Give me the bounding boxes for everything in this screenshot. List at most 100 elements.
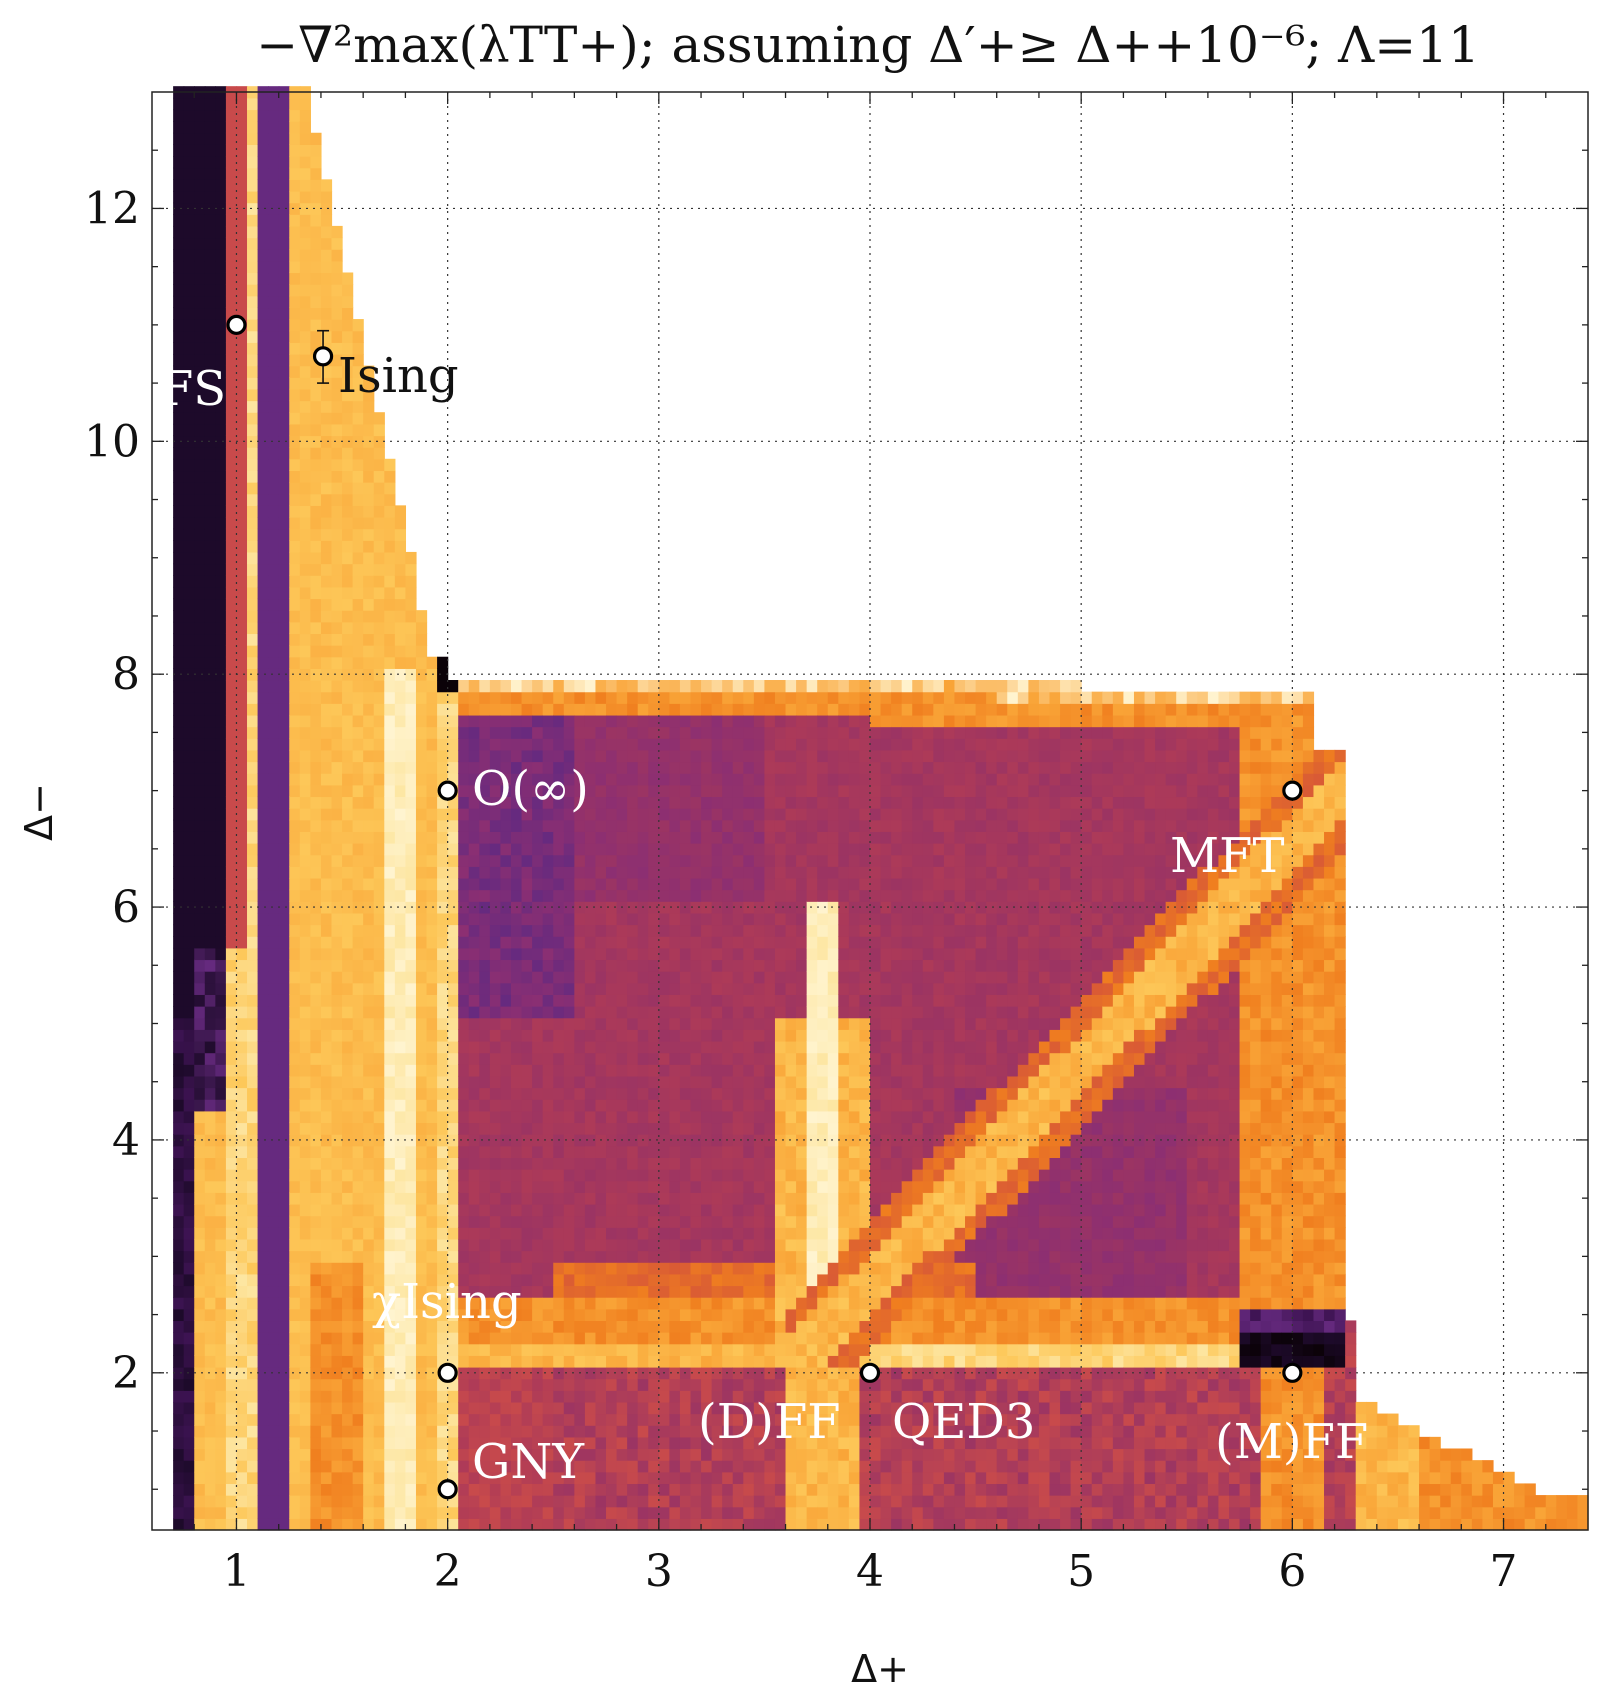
heat-cell (532, 1180, 544, 1193)
heat-cell (711, 1134, 723, 1147)
heat-cell (373, 936, 385, 949)
heat-cell (183, 190, 195, 204)
heat-cell (500, 1250, 512, 1263)
heat-cell (363, 1390, 375, 1403)
heat-cell (320, 1390, 333, 1403)
heat-cell (310, 1355, 322, 1368)
heat-cell (722, 877, 734, 891)
heat-cell (711, 1075, 723, 1089)
heat-cell (426, 877, 438, 891)
heat-cell (479, 796, 491, 809)
heat-cell (532, 749, 544, 763)
heat-cell (542, 1297, 554, 1310)
heat-cell (225, 726, 238, 739)
heat-cell (743, 1169, 755, 1182)
heat-cell (194, 458, 206, 472)
heat-cell (711, 1215, 723, 1228)
heat-cell (268, 645, 280, 658)
heat-cell (299, 353, 311, 367)
heat-cell (711, 1495, 723, 1508)
heat-cell (637, 854, 649, 867)
heat-cell (173, 738, 185, 751)
heat-cell (743, 1145, 755, 1158)
heat-cell (479, 1366, 491, 1380)
heat-cell (225, 843, 238, 856)
heat-cell (458, 1320, 470, 1333)
heat-cell (394, 1390, 407, 1403)
heat-cell (310, 1308, 322, 1322)
heat-cell (331, 912, 343, 926)
heat-cell (753, 1343, 766, 1356)
heat-cell (679, 1332, 692, 1345)
heat-cell (606, 1366, 618, 1380)
heat-cell (627, 1273, 639, 1287)
heat-cell (384, 773, 396, 786)
heat-cell (363, 1471, 375, 1485)
heat-cell (268, 1483, 280, 1496)
heat-cell (352, 1064, 364, 1077)
heat-cell (743, 1495, 755, 1508)
heat-cell (532, 971, 544, 984)
heat-cell (268, 1180, 280, 1193)
heat-cell (606, 1355, 618, 1368)
heat-cell (415, 1087, 428, 1100)
heat-cell (415, 1180, 428, 1193)
heat-cell (426, 854, 438, 867)
heat-cell (204, 447, 216, 460)
heat-cell (627, 1017, 639, 1030)
heat-cell (669, 1483, 681, 1496)
heat-cell (616, 866, 628, 879)
heat-cell (299, 540, 311, 553)
heat-cell (584, 994, 597, 1007)
heat-cell (606, 1203, 618, 1217)
heat-cell (363, 610, 375, 623)
heat-cell (489, 1122, 502, 1135)
heat-cell (648, 1192, 660, 1205)
heat-cell (310, 854, 322, 867)
heat-cell (268, 1366, 280, 1380)
heat-cell (595, 1413, 607, 1426)
heat-cell (236, 1471, 248, 1485)
heat-cell (532, 1343, 544, 1356)
heat-cell (299, 295, 311, 309)
heat-cell (320, 714, 333, 728)
heat-cell (479, 1401, 491, 1415)
heat-cell (606, 703, 618, 716)
heat-cell (225, 621, 238, 635)
heat-cell (437, 1087, 449, 1100)
heat-cell (595, 1285, 607, 1298)
heat-cell (215, 1029, 227, 1042)
heat-cell (743, 866, 755, 879)
heat-cell (468, 1425, 480, 1438)
heat-cell (278, 1099, 290, 1112)
heat-cell (426, 796, 438, 809)
heat-cell (194, 714, 206, 728)
heat-cell (342, 1355, 354, 1368)
heat-cell (542, 971, 554, 984)
heat-cell (542, 1483, 554, 1496)
heat-cell (563, 1425, 575, 1438)
heat-cell (363, 517, 375, 530)
heat-cell (553, 1215, 565, 1228)
heat-cell (542, 1215, 554, 1228)
heat-cell (658, 749, 670, 763)
heat-cell (658, 1029, 670, 1042)
heat-cell (204, 202, 216, 215)
heat-cell (415, 1460, 428, 1473)
heat-cell (637, 1192, 649, 1205)
heat-cell (542, 889, 554, 902)
heat-cell (616, 714, 628, 728)
heat-cell (732, 1483, 744, 1496)
heat-cell (215, 237, 227, 250)
heat-cell (352, 924, 364, 937)
heat-cell (479, 1355, 491, 1368)
heat-cell (532, 1483, 544, 1496)
heat-cell (574, 1169, 586, 1182)
heat-cell (225, 1483, 238, 1496)
heat-cell (257, 784, 269, 798)
heat-cell (225, 1390, 238, 1403)
heat-cell (373, 714, 385, 728)
heat-cell (415, 633, 428, 646)
heat-cell (616, 854, 628, 867)
heat-cell (753, 1297, 766, 1310)
